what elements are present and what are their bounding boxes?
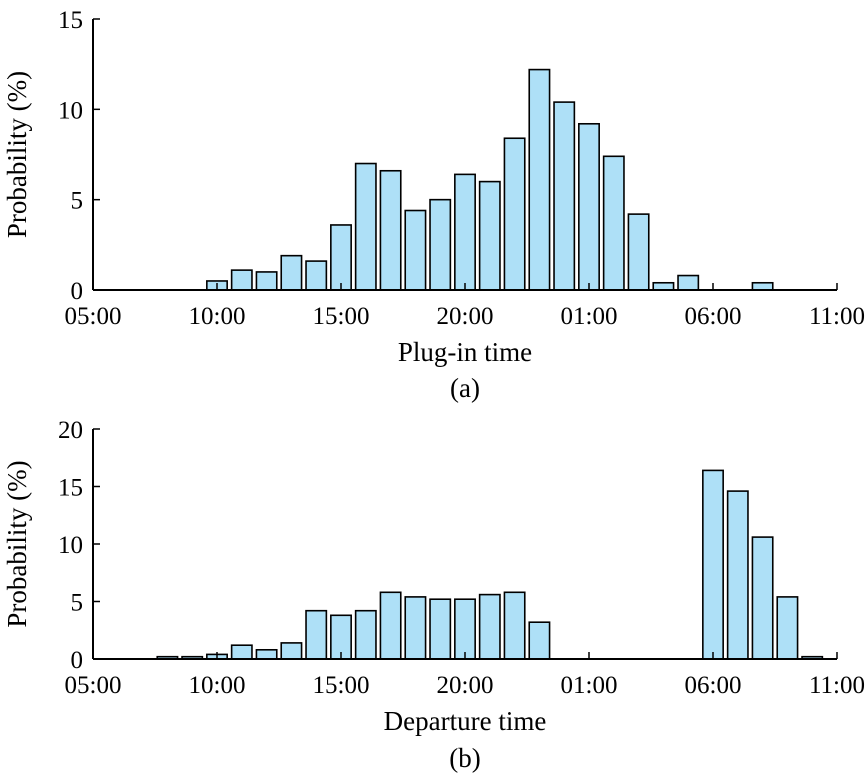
bar xyxy=(230,644,253,660)
bar xyxy=(305,260,328,291)
bar xyxy=(255,271,278,291)
bar xyxy=(726,490,749,660)
y-tick-label: 10 xyxy=(58,97,83,124)
departure-time-panel: 0 5 10 15 20 05:00 10:00 15:00 20:00 01:00 06:00 11… xyxy=(2,417,865,773)
plug-in-time-panel: 0 5 10 15 05:00 10:00 15:00 20:00 01:00 06:00 11:0… xyxy=(2,7,865,403)
bar xyxy=(454,173,476,291)
panel-label: (a) xyxy=(450,373,480,403)
y-tick-label: 15 xyxy=(58,475,83,502)
x-tick-label: 15:00 xyxy=(313,303,370,330)
bar xyxy=(255,648,278,660)
bar xyxy=(280,254,303,291)
bar xyxy=(404,209,427,291)
bar xyxy=(578,122,600,291)
x-tick-label: 06:00 xyxy=(685,672,742,699)
x-tick-label: 01:00 xyxy=(561,303,618,330)
x-tick-label: 05:00 xyxy=(65,672,122,699)
y-tick-label: 5 xyxy=(71,188,84,215)
panel-label: (b) xyxy=(449,743,480,773)
x-tick-label: 10:00 xyxy=(189,303,246,330)
bar xyxy=(354,609,377,660)
bar xyxy=(528,68,551,291)
bar xyxy=(751,281,774,291)
bar xyxy=(602,155,625,291)
bar xyxy=(528,621,551,660)
x-axis-title: Plug-in time xyxy=(398,337,532,367)
x-tick-label: 10:00 xyxy=(189,672,246,699)
x-tick-label: 05:00 xyxy=(65,303,122,330)
bar xyxy=(478,593,501,660)
y-axis-title: Probability (%) xyxy=(2,71,32,238)
y-axis-title: Probability (%) xyxy=(2,460,32,627)
bar xyxy=(627,213,650,291)
bar xyxy=(677,274,700,291)
bar xyxy=(305,609,328,660)
bar xyxy=(776,596,799,660)
bar xyxy=(503,137,526,291)
bar xyxy=(553,101,576,291)
bar xyxy=(503,591,526,660)
bar xyxy=(330,224,352,291)
x-tick-label: 20:00 xyxy=(437,303,494,330)
y-tick-label: 20 xyxy=(58,417,83,444)
bar xyxy=(454,598,476,660)
x-tick-label: 06:00 xyxy=(685,303,742,330)
y-tick-label: 0 xyxy=(71,278,84,305)
x-tick-label: 11:00 xyxy=(809,303,865,330)
x-tick-label: 15:00 xyxy=(313,672,370,699)
bar xyxy=(429,598,452,660)
x-tick-label: 01:00 xyxy=(561,672,618,699)
y-tick-label: 10 xyxy=(58,532,83,559)
bar xyxy=(702,469,724,660)
x-axis-title: Departure time xyxy=(384,706,547,736)
x-tick-label: 11:00 xyxy=(809,672,865,699)
bar xyxy=(404,596,427,660)
bar xyxy=(280,642,303,660)
bar xyxy=(478,180,501,291)
bar xyxy=(652,281,675,291)
y-tick-label: 15 xyxy=(58,7,83,34)
bar xyxy=(751,536,774,660)
x-tick-label: 20:00 xyxy=(437,672,494,699)
y-tick-label: 5 xyxy=(71,590,84,617)
bar xyxy=(354,162,377,291)
y-tick-label: 0 xyxy=(71,647,84,674)
bar xyxy=(379,591,402,660)
bar xyxy=(379,169,402,291)
bar xyxy=(230,269,253,291)
bar xyxy=(429,198,452,291)
